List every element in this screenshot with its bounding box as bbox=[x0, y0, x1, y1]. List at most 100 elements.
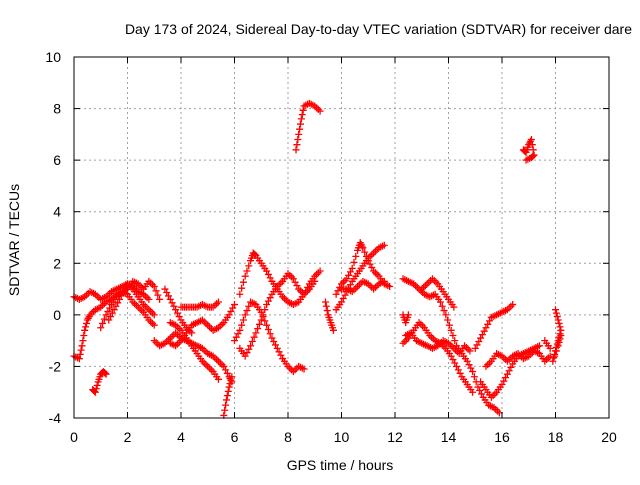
data-point bbox=[214, 298, 222, 306]
data-point bbox=[245, 302, 253, 310]
y-tick-label: 4 bbox=[53, 204, 61, 220]
data-point bbox=[76, 350, 84, 358]
data-point bbox=[78, 342, 86, 350]
series-s18 bbox=[332, 241, 388, 314]
data-point bbox=[152, 287, 160, 295]
series-s19 bbox=[338, 277, 388, 296]
data-point bbox=[293, 141, 301, 149]
x-axis-label: GPS time / hours bbox=[287, 457, 394, 473]
data-point bbox=[79, 337, 87, 345]
data-point bbox=[297, 115, 305, 123]
series-s28 bbox=[519, 136, 538, 164]
y-tick-label: -2 bbox=[49, 358, 62, 374]
data-point bbox=[266, 330, 274, 338]
data-point bbox=[188, 329, 196, 337]
data-point bbox=[296, 120, 304, 128]
series-s7 bbox=[220, 373, 236, 419]
y-tick-label: 2 bbox=[53, 255, 61, 271]
series-s27 bbox=[482, 347, 554, 370]
data-point bbox=[438, 302, 446, 310]
data-point bbox=[225, 383, 233, 391]
data-point bbox=[386, 282, 394, 290]
series-s16 bbox=[321, 298, 337, 334]
data-point bbox=[245, 262, 253, 270]
series-s20 bbox=[399, 275, 503, 417]
data-point bbox=[254, 325, 262, 333]
series-s15 bbox=[292, 99, 324, 154]
data-point bbox=[442, 311, 450, 319]
data-point bbox=[470, 373, 478, 381]
data-point bbox=[214, 375, 222, 383]
data-point bbox=[469, 388, 477, 396]
grid-layer bbox=[74, 57, 609, 418]
data-point bbox=[241, 311, 249, 319]
data-point bbox=[228, 373, 236, 381]
x-tick-label: 2 bbox=[124, 429, 132, 445]
x-tick-label: 16 bbox=[494, 429, 510, 445]
data-point bbox=[352, 252, 360, 260]
data-point bbox=[522, 156, 530, 164]
data-point bbox=[257, 316, 265, 324]
data-point bbox=[239, 316, 247, 324]
data-point bbox=[294, 136, 302, 144]
data-point bbox=[102, 370, 110, 378]
data-point bbox=[92, 385, 100, 393]
data-point bbox=[255, 320, 263, 328]
x-tick-label: 10 bbox=[334, 429, 350, 445]
data-point bbox=[298, 111, 306, 119]
x-tick-label: 8 bbox=[284, 429, 292, 445]
data-point bbox=[77, 346, 85, 354]
data-point bbox=[449, 331, 457, 339]
data-point bbox=[509, 301, 517, 309]
x-tick-label: 20 bbox=[601, 429, 617, 445]
data-point bbox=[241, 272, 249, 280]
series-s13 bbox=[231, 298, 308, 376]
data-point bbox=[97, 324, 105, 332]
data-point bbox=[295, 130, 303, 138]
data-point bbox=[238, 284, 246, 292]
data-point bbox=[226, 380, 234, 388]
data-point bbox=[557, 331, 565, 339]
data-point bbox=[150, 311, 158, 319]
data-point bbox=[552, 309, 560, 317]
series-s8 bbox=[166, 319, 222, 383]
data-point bbox=[221, 406, 229, 414]
data-point bbox=[380, 277, 388, 285]
tick-layer: 0 2 4 6 8 10 12 14 16 18 20 -4 -2 0 2 4 6 8 10 bbox=[45, 49, 617, 445]
x-tick-label: 6 bbox=[231, 429, 239, 445]
data-point bbox=[555, 319, 563, 327]
data-point bbox=[321, 298, 329, 306]
data-point bbox=[529, 146, 537, 154]
series-s29 bbox=[541, 337, 554, 352]
data-point bbox=[450, 303, 458, 311]
data-point bbox=[238, 321, 246, 329]
data-point bbox=[348, 264, 356, 272]
data-point bbox=[300, 365, 308, 373]
data-point bbox=[436, 298, 444, 306]
data-point bbox=[222, 401, 230, 409]
series-s23 bbox=[399, 311, 412, 327]
x-tick-label: 18 bbox=[548, 429, 564, 445]
data-point bbox=[292, 146, 300, 154]
data-point bbox=[444, 316, 452, 324]
data-point bbox=[154, 291, 162, 299]
data-point bbox=[535, 342, 543, 350]
data-point bbox=[445, 321, 453, 329]
data-point bbox=[549, 357, 557, 365]
y-tick-label: 6 bbox=[53, 152, 61, 168]
series-s17 bbox=[332, 239, 394, 298]
series-s10 bbox=[177, 298, 222, 311]
x-tick-label: 4 bbox=[177, 429, 185, 445]
data-point bbox=[322, 302, 330, 310]
series-s4 bbox=[97, 288, 158, 332]
data-point bbox=[528, 141, 536, 149]
data-point bbox=[527, 136, 535, 144]
data-point bbox=[556, 335, 564, 343]
data-point bbox=[248, 338, 256, 346]
data-point bbox=[252, 329, 260, 337]
data-point bbox=[264, 325, 272, 333]
data-point bbox=[361, 248, 369, 256]
